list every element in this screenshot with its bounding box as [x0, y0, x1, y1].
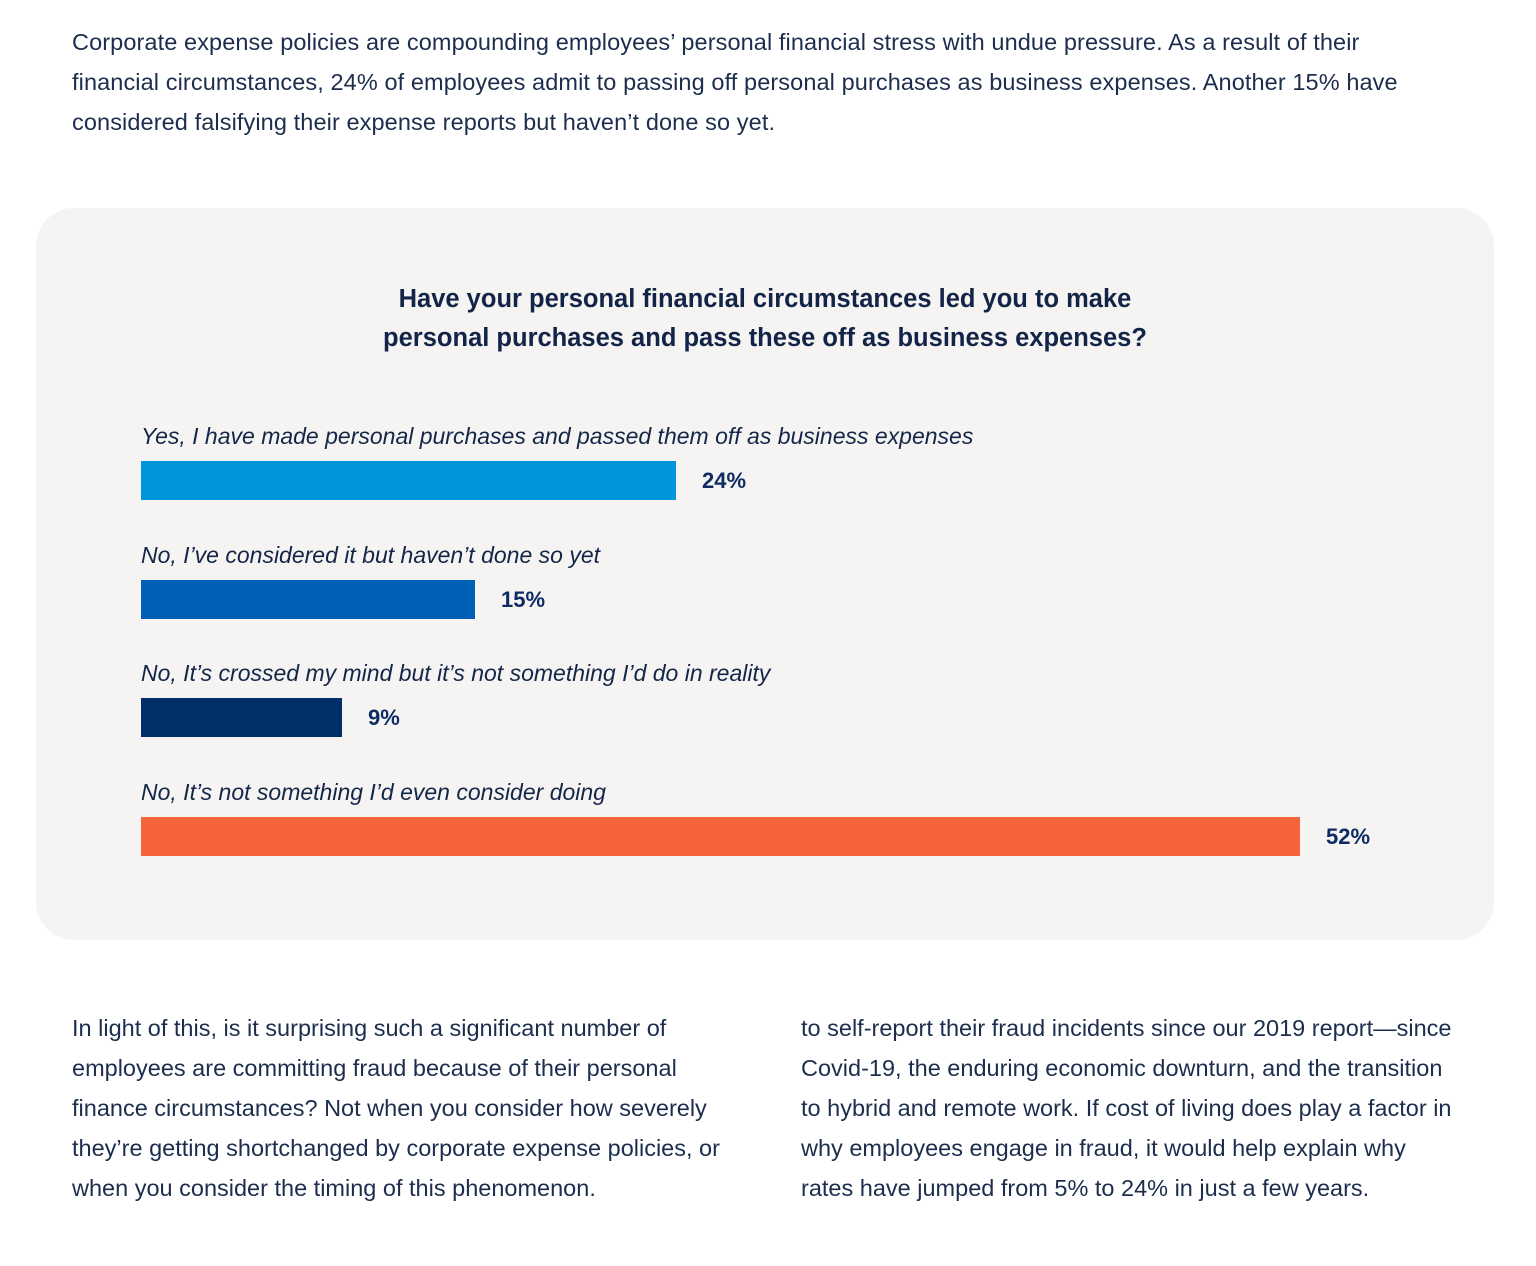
value-label: 9%	[368, 705, 400, 730]
category-label: No, It’s crossed my mind but it’s not so…	[141, 660, 771, 686]
bar	[141, 817, 1300, 856]
category-label: No, It’s not something I’d even consider…	[141, 779, 606, 805]
body-left-column: In light of this, is it surprising such …	[72, 1015, 720, 1201]
value-label: 15%	[501, 587, 546, 612]
intro-paragraph: Corporate expense policies are compoundi…	[72, 29, 1398, 135]
chart-title-line-1: Have your personal financial circumstanc…	[398, 285, 1132, 313]
body-right-column: to self-report their fraud incidents sin…	[801, 1015, 1452, 1201]
bar-chart: Yes, I have made personal purchases and …	[36, 208, 1494, 940]
category-label: No, I’ve considered it but haven’t done …	[141, 542, 601, 568]
bar	[141, 461, 676, 500]
chart-card: Have your personal financial circumstanc…	[36, 208, 1494, 940]
category-label: Yes, I have made personal purchases and …	[141, 423, 974, 449]
bar	[141, 580, 475, 619]
bar	[141, 698, 342, 737]
chart-title-line-2: personal purchases and pass these off as…	[383, 324, 1147, 352]
chart-title: Have your personal financial circumstanc…	[36, 280, 1494, 358]
value-label: 24%	[702, 468, 747, 493]
value-label: 52%	[1326, 824, 1371, 849]
